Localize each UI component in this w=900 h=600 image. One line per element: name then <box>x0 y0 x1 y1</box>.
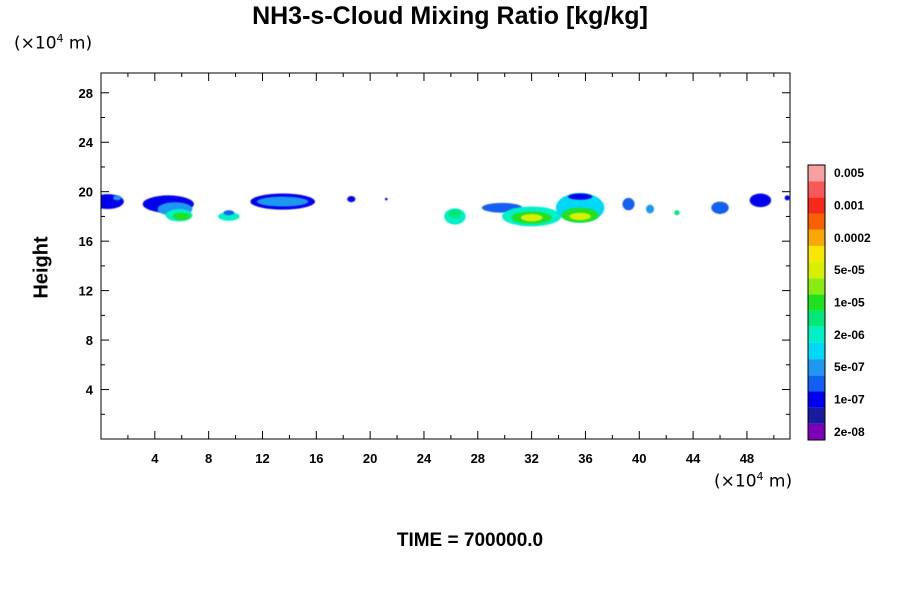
colorbar-swatch <box>808 407 825 424</box>
cloud-cell <box>674 210 680 216</box>
cloud-cell <box>569 212 591 221</box>
colorbar-label: 2e-06 <box>834 328 865 342</box>
colorbar-label: 5e-07 <box>834 360 865 374</box>
x-tick-label: 28 <box>471 451 485 466</box>
cloud-cell <box>784 195 790 201</box>
y-unit-prefix: (×10 <box>14 33 57 54</box>
cloud-cell <box>347 196 356 203</box>
cloud-cell <box>113 195 122 201</box>
plot-frame <box>100 72 791 440</box>
colorbar-swatch <box>808 213 825 230</box>
cloud-cell <box>646 204 655 214</box>
cloud-field <box>101 192 790 227</box>
cloud-cell <box>520 213 543 222</box>
y-unit-label: (×104 m) <box>14 32 92 54</box>
y-tick-label: 4 <box>86 383 94 398</box>
cloud-cell <box>223 210 235 216</box>
colorbar-label: 1e-05 <box>834 296 865 310</box>
colorbar-swatch <box>808 391 825 408</box>
x-tick-label: 24 <box>417 451 432 466</box>
colorbar-label: 5e-05 <box>834 263 865 277</box>
y-tick-label: 16 <box>79 234 93 249</box>
colorbar-swatch <box>808 181 825 198</box>
x-tick-label: 8 <box>205 451 212 466</box>
x-unit-prefix: (×10 <box>714 471 757 492</box>
cloud-cell <box>622 197 635 211</box>
cloud-cell <box>172 212 191 221</box>
colorbar-label: 2e-08 <box>834 425 865 439</box>
colorbar-label: 0.001 <box>834 198 864 212</box>
colorbar-swatch <box>808 165 825 182</box>
cloud-cell <box>384 197 388 201</box>
colorbar-swatch <box>808 326 825 343</box>
y-tick-label: 20 <box>79 185 93 200</box>
colorbar-label: 1e-07 <box>834 393 865 407</box>
colorbar-swatch <box>808 359 825 376</box>
time-label: TIME = 700000.0 <box>396 530 544 551</box>
colorbar-swatch <box>808 229 825 246</box>
colorbar-swatch <box>808 294 825 311</box>
colorbar-label: 0.0002 <box>834 231 871 245</box>
x-tick-label: 12 <box>255 451 269 466</box>
cloud-cell <box>448 209 462 219</box>
y-tick-label: 12 <box>79 284 93 299</box>
colorbar: 2e-08 1e-07 5e-07 2e-06 1e-05 5e-05 0.0002 0.00… <box>807 164 871 441</box>
x-tick-label: 16 <box>309 451 323 466</box>
chart-title: NH3-s-Cloud Mixing Ratio [kg/kg] <box>252 2 648 30</box>
x-unit-suffix: m) <box>763 471 793 492</box>
colorbar-swatch <box>808 262 825 279</box>
colorbar-frame <box>807 164 826 441</box>
cloud-cell <box>257 196 309 207</box>
x-tick-label: 44 <box>686 451 701 466</box>
y-tick-label: 28 <box>79 86 93 101</box>
colorbar-swatch <box>808 423 825 440</box>
x-tick-label: 48 <box>740 451 754 466</box>
x-tick-label: 36 <box>578 451 592 466</box>
x-tick-label: 4 <box>151 451 159 466</box>
colorbar-swatch <box>808 310 825 327</box>
y-tick-label: 8 <box>86 333 93 348</box>
colorbar-swatch <box>808 375 825 392</box>
x-unit-label: (×104 m) <box>714 470 792 492</box>
x-unit-exponent: 4 <box>756 470 764 483</box>
y-tick-label: 24 <box>79 135 94 150</box>
colorbar-label: 0.005 <box>834 166 864 180</box>
x-tick-label: 32 <box>524 451 538 466</box>
y-unit-exponent: 4 <box>56 32 64 45</box>
colorbar-swatch <box>808 342 825 360</box>
cloud-cell <box>218 212 240 221</box>
cloud-cell <box>749 193 772 208</box>
colorbar-swatch <box>808 245 825 263</box>
colorbar-swatch <box>808 197 825 214</box>
colorbar-swatch <box>808 278 825 295</box>
cloud-cell <box>711 201 729 214</box>
x-tick-label: 20 <box>363 451 377 466</box>
y-unit-suffix: m) <box>63 33 93 54</box>
cloud-cell <box>567 193 593 200</box>
x-tick-label: 40 <box>632 451 646 466</box>
